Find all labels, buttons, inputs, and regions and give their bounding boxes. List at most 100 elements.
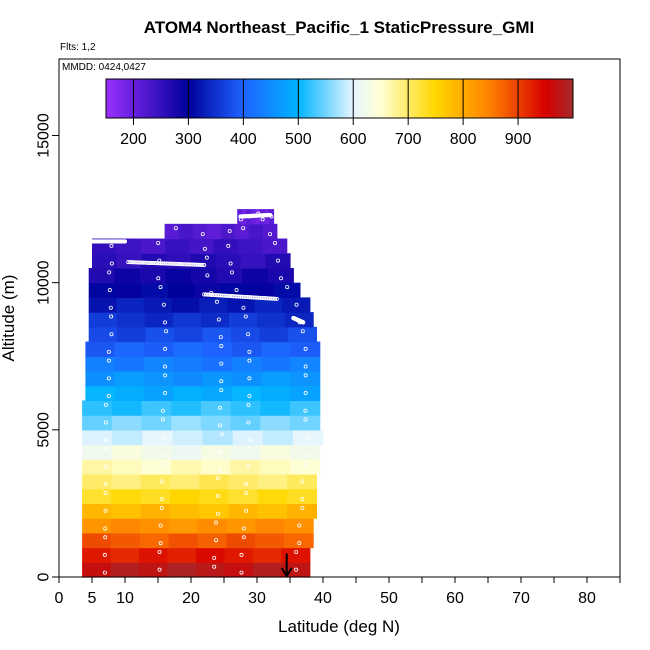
heatmap-cell	[202, 326, 232, 343]
colorbar-swatch	[235, 79, 239, 118]
colorbar-swatch	[523, 79, 527, 118]
colorbar-swatch	[435, 79, 439, 118]
sample-point	[163, 364, 168, 369]
heatmap-cell	[199, 503, 230, 519]
colorbar-swatch	[490, 79, 494, 118]
colorbar-swatch	[257, 79, 261, 118]
sample-point	[103, 420, 108, 425]
colorbar-swatch	[218, 79, 222, 118]
sample-point	[241, 535, 246, 540]
flight-track-point	[194, 262, 199, 267]
flight-track-point	[171, 261, 176, 266]
colorbar-swatch	[556, 79, 560, 118]
sample-point	[163, 346, 168, 351]
heatmap-cell	[231, 341, 262, 357]
flight-track-point	[167, 261, 173, 266]
heatmap-cell	[284, 518, 314, 534]
sample-point	[246, 402, 251, 407]
colorbar-swatch	[375, 79, 379, 118]
heatmap-cell	[213, 238, 239, 254]
heatmap-cell	[141, 282, 169, 298]
colorbar-swatch	[303, 79, 308, 118]
heatmap-cell	[290, 444, 321, 460]
colorbar-swatch	[312, 79, 316, 118]
colorbar-swatch	[369, 79, 373, 118]
sample-point	[219, 432, 224, 437]
colorbar-swatch	[221, 79, 225, 118]
colorbar-swatch	[551, 79, 555, 118]
heatmap-cell	[230, 415, 261, 431]
flight-track-point	[135, 260, 140, 265]
colorbar-swatch	[564, 79, 569, 118]
sample-point	[217, 405, 222, 410]
heatmap-cell	[141, 400, 172, 416]
heatmap-cell	[143, 385, 174, 402]
heatmap-cell	[262, 223, 278, 240]
heatmap-cell	[199, 488, 230, 505]
x-tick-label: 80	[578, 590, 596, 607]
colorbar-swatch	[512, 79, 516, 118]
heatmap-cell	[206, 223, 222, 240]
colorbar-swatch	[570, 79, 574, 118]
sample-point	[102, 570, 107, 575]
colorbar-swatch	[251, 79, 255, 118]
heatmap-cell	[88, 267, 115, 284]
heatmap-cell	[82, 444, 113, 460]
x-tick-label: 0	[55, 590, 64, 607]
heatmap-cell	[228, 503, 259, 519]
colorbar-swatch	[515, 79, 519, 118]
sample-point	[227, 229, 232, 234]
sample-point	[161, 302, 166, 307]
sample-point	[157, 567, 162, 572]
heatmap-cell	[290, 459, 321, 475]
colorbar-swatch	[171, 79, 176, 118]
heatmap-cell	[290, 356, 321, 372]
y-tick-label: 0	[36, 572, 53, 581]
heatmap-cell	[117, 326, 147, 343]
sample-point	[297, 541, 302, 546]
flight-track-point	[162, 261, 167, 266]
colorbar-tick-label: 200	[120, 131, 147, 148]
colorbar-swatch	[270, 79, 275, 118]
colorbar-swatch	[138, 79, 143, 118]
heatmap-cell	[111, 488, 142, 505]
heatmap-cell	[168, 518, 199, 534]
heatmap-cell	[111, 503, 142, 519]
heatmap-cell	[259, 326, 289, 343]
sample-point	[159, 497, 164, 502]
colorbar-swatch	[279, 79, 283, 118]
x-tick-label: 40	[314, 590, 332, 607]
colorbar-swatch	[144, 79, 148, 118]
heatmap-cell	[290, 341, 321, 357]
sample-point	[246, 464, 251, 469]
sample-point	[107, 270, 112, 275]
y-tick-label: 10000	[36, 260, 53, 305]
heatmap-cell	[171, 444, 202, 460]
heatmap-cell	[252, 562, 282, 578]
flight-tracks	[89, 211, 311, 575]
sample-point	[163, 373, 168, 378]
heatmap-cell	[199, 297, 228, 313]
colorbar-swatch	[331, 79, 335, 118]
heatmap-cell	[168, 532, 199, 549]
sample-point	[244, 482, 249, 487]
colorbar-swatch	[276, 79, 280, 118]
flight-track-point	[128, 260, 133, 265]
colorbar-swatch	[419, 79, 423, 118]
sample-point	[229, 270, 234, 275]
sample-point	[239, 552, 244, 557]
colorbar-swatch	[108, 79, 112, 118]
sample-point	[103, 482, 108, 487]
heatmap-cell	[82, 532, 112, 549]
flight-track-point	[156, 261, 161, 266]
heatmap-cell	[260, 400, 291, 416]
sample-point	[226, 243, 231, 248]
flight-track-point	[222, 293, 227, 298]
heatmap-cell	[171, 297, 200, 313]
sample-point	[219, 379, 224, 384]
heatmap-layers	[82, 209, 324, 578]
sample-point	[260, 217, 265, 222]
colorbar-swatch	[166, 79, 170, 118]
colorbar-swatch	[509, 79, 514, 118]
colorbar-swatch	[441, 79, 445, 118]
